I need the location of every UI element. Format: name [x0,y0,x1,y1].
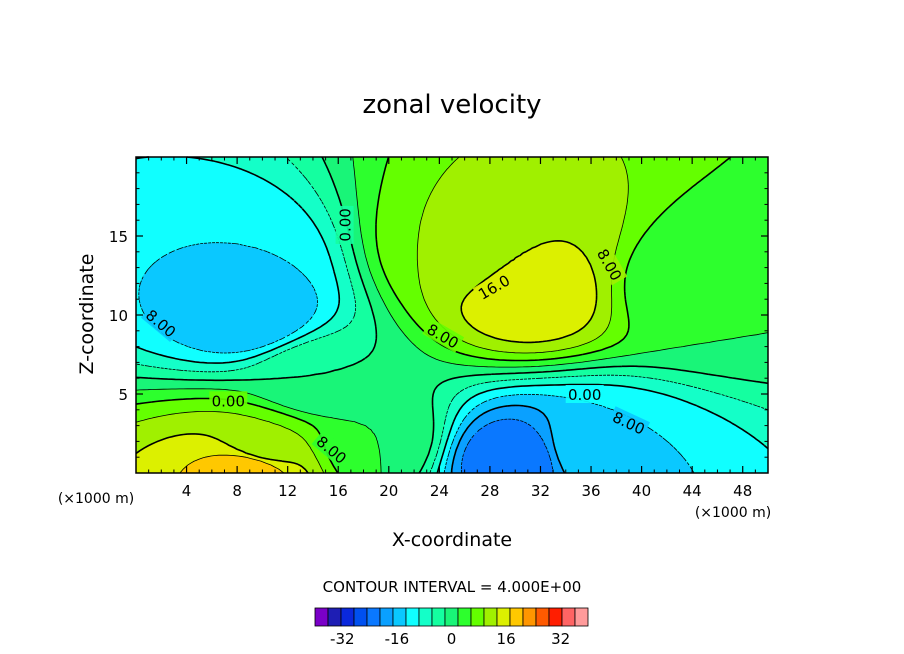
contour-label: 0.00 [565,385,604,404]
colorbar-swatch [431,607,446,627]
colorbar-swatch [314,607,329,627]
colorbar-swatch [366,607,381,627]
contour-label: 0.00 [335,205,355,244]
colorbar-swatch [470,607,485,627]
colorbar-swatch [548,607,563,627]
velocity-field-image [136,157,768,473]
x-tick-label: 16 [329,482,348,500]
colorbar-swatch [496,607,511,627]
x-tick-label: 36 [581,482,600,500]
contour-label-text: 0.00 [568,386,601,404]
colorbar: -32 -16 0 16 32 [314,607,589,648]
x-tick-label: 44 [683,482,702,500]
x-tick-label: 28 [480,482,499,500]
x-tick-label: 32 [531,482,550,500]
colorbar-swatch [561,607,576,627]
colorbar-swatch [444,607,459,627]
colorbar-swatch [418,607,433,627]
x-axis-units: (×1000 m) [695,505,771,521]
contour-line--4 [135,156,769,474]
x-tick-label: 40 [632,482,651,500]
colorbar-tick-label: -16 [385,630,410,648]
x-tick-label: 12 [278,482,297,500]
y-axis: 5 10 15 [109,172,768,458]
x-axis-label: X-coordinate [392,529,512,551]
x-tick-label: 24 [430,482,449,500]
x-tick-label: 20 [379,482,398,500]
colorbar-swatch [522,607,537,627]
colorbar-swatch [353,607,368,627]
contour-line-16 [135,240,598,474]
x-tick-label: 48 [733,482,752,500]
y-axis-units: (×1000 m) [58,491,134,507]
contour-line--8 [135,156,769,474]
colorbar-swatch [392,607,407,627]
contour-interval-text: CONTOUR INTERVAL = 4.000E+00 [323,578,582,596]
colorbar-swatch [483,607,498,627]
contour-line-8 [135,156,732,474]
colorbar-swatch [535,607,550,627]
colorbar-swatch [405,607,420,627]
contour-line--20 [461,418,554,474]
y-axis-label: Z-coordinate [76,254,98,375]
contour-line-4 [136,156,769,474]
contour-lines [135,156,769,474]
colorbar-tick-label: -32 [330,630,355,648]
colorbar-swatch [340,607,355,627]
y-tick-label: 15 [109,228,128,246]
colorbar-tick-label: 16 [497,630,516,648]
contour-label-text: 0.00 [337,208,355,241]
contour-label-text: 0.00 [212,392,245,410]
colorbar-tick-label: 0 [447,630,457,648]
contour-line-20 [179,454,285,474]
x-tick-label: 8 [232,482,242,500]
contour-label: 0.00 [209,391,248,410]
colorbar-swatch [509,607,524,627]
colorbar-swatch [379,607,394,627]
colorbar-swatch [457,607,472,627]
colorbar-swatch [327,607,342,627]
colorbar-tick-label: 32 [551,630,570,648]
x-tick-label: 4 [182,482,192,500]
chart-title: zonal velocity [362,90,541,120]
y-tick-label: 10 [109,307,128,325]
x-axis: 4 8 12 16 20 24 28 32 36 40 44 48 [148,157,756,500]
colorbar-swatch [574,607,589,627]
y-tick-label: 5 [118,386,128,404]
